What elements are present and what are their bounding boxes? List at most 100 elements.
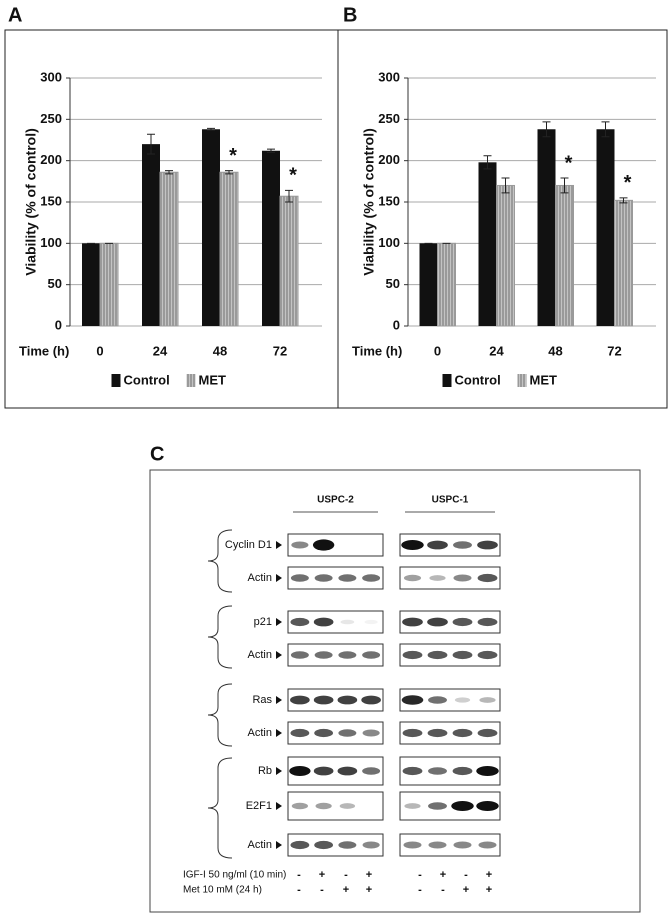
blot-band <box>402 728 423 738</box>
blot-band <box>427 540 448 550</box>
bar <box>555 184 574 327</box>
blot-band <box>427 650 448 660</box>
row-arrow <box>276 574 282 582</box>
blot-panel: C USPC-2 USPC-1 Cyclin D1 Actin p21 Actin Ras Ac… <box>150 443 501 896</box>
bar <box>159 171 179 327</box>
legend-label: MET <box>530 372 558 387</box>
blot-box <box>399 688 501 712</box>
blot-box <box>287 791 384 821</box>
x-tick-label: 72 <box>607 343 621 358</box>
blot-box <box>287 643 384 667</box>
brace <box>207 605 233 669</box>
bar <box>478 162 497 326</box>
y-tick-label: 200 <box>40 152 62 167</box>
blot-band <box>402 650 423 660</box>
blot-band <box>453 574 472 582</box>
x-axis-label: Time (h) <box>352 343 402 358</box>
blot-band <box>361 695 381 705</box>
blot-box <box>287 533 384 557</box>
blot-band <box>362 841 380 849</box>
treatment-sign: + <box>463 884 469 896</box>
bar <box>537 129 556 326</box>
blot-band <box>362 651 381 659</box>
blot-band <box>290 651 309 659</box>
blot-band <box>428 767 447 775</box>
y-axis-label: Viability (% of control) <box>23 128 39 276</box>
blot-band <box>428 841 447 849</box>
row-label: p21 <box>254 616 272 628</box>
column-header: USPC-2 <box>317 495 354 506</box>
blot-band <box>401 695 424 705</box>
blot-band <box>429 575 446 581</box>
blot-band <box>403 841 422 849</box>
treatment-sign: - <box>464 869 468 881</box>
bar <box>142 144 160 326</box>
row-label: Actin <box>248 572 272 584</box>
blot-band <box>313 617 334 627</box>
blot-band <box>340 619 355 625</box>
y-tick-label: 100 <box>40 235 62 250</box>
blot-band <box>452 650 473 660</box>
blot-band <box>338 729 357 737</box>
bar <box>82 243 100 326</box>
blot-band <box>402 766 423 776</box>
y-tick-label: 0 <box>393 317 400 332</box>
row-label: Actin <box>248 727 272 739</box>
error-bar <box>165 170 173 175</box>
treatment-sign: - <box>418 869 422 881</box>
blot-band <box>290 574 309 582</box>
row-arrow <box>276 729 282 737</box>
blot-band <box>454 697 471 703</box>
y-tick-label: 300 <box>40 69 62 84</box>
error-bar <box>285 189 293 203</box>
blot-band <box>313 695 334 705</box>
blot-band <box>428 802 447 810</box>
blot-box <box>287 721 384 745</box>
column-header: USPC-1 <box>432 495 469 506</box>
treatment-sign: - <box>418 884 422 896</box>
bar <box>496 184 515 327</box>
blot-band <box>315 802 332 810</box>
error-bar <box>207 127 215 131</box>
blot-band <box>338 651 357 659</box>
y-tick-label: 200 <box>378 152 400 167</box>
blot-band <box>428 696 447 704</box>
x-tick-label: 0 <box>96 343 103 358</box>
blot-band <box>337 766 358 776</box>
blot-band <box>362 729 380 737</box>
blot-band <box>477 728 498 738</box>
treatment-sign: + <box>343 884 349 896</box>
brace <box>207 529 233 593</box>
blot-band <box>427 728 448 738</box>
row-arrow <box>276 618 282 626</box>
treatment-sign: - <box>320 884 324 896</box>
legend-swatch <box>442 374 452 387</box>
blot-box <box>399 533 501 557</box>
error-bar <box>542 121 551 138</box>
blot-band <box>453 841 472 849</box>
bar <box>279 195 299 327</box>
error-bar <box>147 133 155 155</box>
x-axis-label: Time (h) <box>19 343 69 358</box>
row-arrow <box>276 841 282 849</box>
blot-band <box>291 802 308 810</box>
blot-band <box>478 841 497 849</box>
blot-band <box>290 840 310 850</box>
x-tick-label: 72 <box>273 343 287 358</box>
row-arrow <box>276 651 282 659</box>
treatment-sign: + <box>366 884 372 896</box>
significance-marker: * <box>229 145 237 167</box>
error-bar <box>501 177 510 194</box>
row-arrow <box>276 541 282 549</box>
blot-band <box>290 617 310 627</box>
blot-band <box>452 728 473 738</box>
y-tick-label: 150 <box>40 193 62 208</box>
blot-band <box>314 651 333 659</box>
legend-label: Control <box>455 372 501 387</box>
legend-label: Control <box>124 372 170 387</box>
bar <box>99 242 119 327</box>
error-bar <box>560 177 569 194</box>
legend-label: MET <box>199 372 227 387</box>
row-arrow <box>276 802 282 810</box>
y-tick-label: 300 <box>378 69 400 84</box>
